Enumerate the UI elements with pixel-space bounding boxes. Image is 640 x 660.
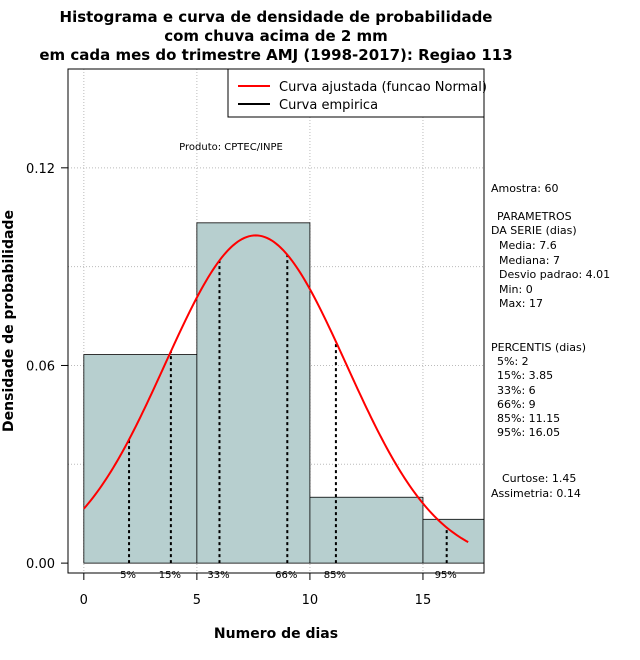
legend-box	[227, 68, 485, 118]
product-annotation: Produto: CPTEC/INPE	[179, 142, 283, 153]
percentile-label-1: 15%	[159, 570, 181, 581]
y-axis: 0.00 0.06 0.12	[26, 162, 69, 572]
histogram-bar-0	[83, 354, 198, 564]
histogram-bars	[83, 222, 485, 564]
percentile-lines: 5% 15% 33% 66% 85% 95%	[120, 254, 457, 581]
percentile-label-5: 95%	[435, 570, 457, 581]
parameters-title: PARAMETROS	[497, 210, 572, 223]
y-tick-label-0: 0.00	[26, 557, 55, 572]
sample-size: Amostra: 60	[491, 182, 559, 195]
x-tick-label-2: 10	[302, 593, 319, 608]
density-curve	[83, 234, 469, 543]
histogram-bar-1	[196, 222, 311, 564]
legend: Curva ajustada (funcao Normal) Curva empi…	[227, 68, 487, 118]
pct-95: 95%: 16.05	[497, 426, 561, 439]
x-axis: 0 5 10 15	[80, 572, 432, 608]
x-axis-label: Numero de dias	[214, 626, 338, 642]
skewness: Assimetria: 0.14	[491, 487, 581, 500]
param-median: Mediana: 7	[499, 254, 560, 267]
histogram-bar-3	[422, 518, 485, 564]
histogram-bar-2	[309, 496, 424, 564]
pct-15: 15%: 3.85	[497, 369, 554, 382]
pct-5: 5%: 2	[497, 355, 529, 368]
percentile-label-0: 5%	[120, 570, 136, 581]
legend-label-0: Curva ajustada (funcao Normal)	[279, 80, 487, 95]
chart-title-line-3: em cada mes do trimestre AMJ (1998-2017)…	[39, 46, 512, 64]
chart-title-line-2: com chuva acima de 2 mm	[164, 27, 388, 45]
y-axis-label: Densidade de probabilidade	[1, 210, 17, 432]
x-tick-label-3: 15	[415, 593, 432, 608]
chart-title-line-1: Histograma e curva de densidade de proba…	[60, 8, 493, 26]
chart-title: Histograma e curva de densidade de proba…	[39, 8, 512, 64]
param-std: Desvio padrao: 4.01	[499, 268, 611, 281]
y-tick-label-1: 0.06	[26, 359, 55, 374]
y-tick-label-2: 0.12	[26, 162, 55, 177]
parameters-subtitle: DA SERIE (dias)	[491, 224, 577, 237]
x-tick-label-0: 0	[80, 593, 88, 608]
normal-curve-line	[83, 234, 469, 543]
pct-33: 33%: 6	[497, 384, 536, 397]
pct-85: 85%: 11.15	[497, 412, 561, 425]
percentile-label-3: 66%	[275, 570, 297, 581]
param-max: Max: 17	[499, 297, 543, 310]
kurtosis: Curtose: 1.45	[502, 472, 577, 485]
percentiles-title: PERCENTIS (dias)	[491, 341, 587, 354]
percentile-label-4: 85%	[324, 570, 346, 581]
param-mean: Media: 7.6	[499, 239, 557, 252]
x-tick-label-1: 5	[193, 593, 201, 608]
pct-66: 66%: 9	[497, 398, 536, 411]
percentile-label-2: 33%	[207, 570, 229, 581]
param-min: Min: 0	[499, 283, 533, 296]
legend-label-1: Curva empirica	[279, 98, 378, 113]
